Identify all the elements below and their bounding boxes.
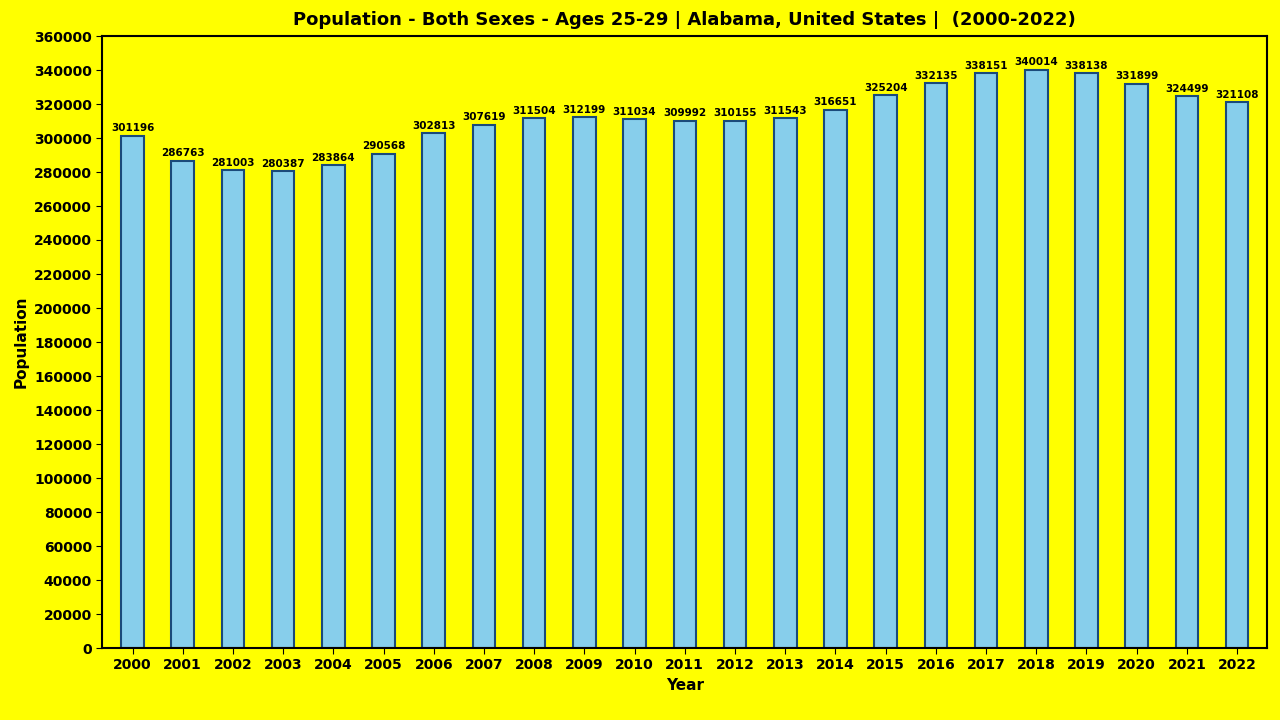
Bar (824, 109, 846, 648)
Bar (422, 133, 445, 648)
Text: 307619: 307619 (462, 112, 506, 122)
Text: 311034: 311034 (613, 107, 657, 117)
Text: 302813: 302813 (412, 121, 456, 130)
Text: 312199: 312199 (563, 104, 605, 114)
Text: 324499: 324499 (1165, 84, 1208, 94)
Text: 301196: 301196 (111, 123, 154, 133)
Title: Population - Both Sexes - Ages 25-29 | Alabama, United States |  (2000-2022): Population - Both Sexes - Ages 25-29 | A… (293, 11, 1076, 29)
Bar (673, 121, 696, 648)
Bar (323, 166, 344, 648)
Text: 325204: 325204 (864, 83, 908, 93)
Bar (573, 117, 595, 648)
Bar (1025, 70, 1047, 648)
Bar (524, 119, 545, 648)
Bar (723, 121, 746, 648)
Bar (1075, 73, 1098, 648)
Text: 310155: 310155 (713, 108, 756, 118)
Text: 340014: 340014 (1014, 58, 1059, 68)
Text: 286763: 286763 (161, 148, 205, 158)
Text: 338151: 338151 (964, 60, 1007, 71)
Bar (221, 171, 244, 648)
Bar (924, 84, 947, 648)
Bar (271, 171, 294, 648)
Bar (623, 120, 646, 648)
Text: 316651: 316651 (814, 97, 858, 107)
Bar (472, 125, 495, 648)
Text: 281003: 281003 (211, 158, 255, 168)
Bar (874, 95, 897, 648)
Bar (975, 73, 997, 648)
Text: 283864: 283864 (311, 153, 355, 163)
Bar (372, 154, 394, 648)
Text: 280387: 280387 (261, 159, 305, 168)
Text: 338138: 338138 (1065, 60, 1108, 71)
Bar (774, 118, 796, 648)
Text: 332135: 332135 (914, 71, 957, 81)
X-axis label: Year: Year (666, 678, 704, 693)
Text: 309992: 309992 (663, 109, 707, 119)
Bar (122, 136, 143, 648)
Bar (172, 161, 195, 648)
Y-axis label: Population: Population (13, 296, 28, 388)
Bar (1175, 96, 1198, 648)
Text: 290568: 290568 (362, 142, 406, 151)
Text: 331899: 331899 (1115, 71, 1158, 81)
Bar (1226, 102, 1248, 648)
Text: 311543: 311543 (763, 106, 806, 116)
Text: 321108: 321108 (1215, 89, 1258, 99)
Bar (1125, 84, 1148, 648)
Text: 311504: 311504 (512, 106, 556, 116)
